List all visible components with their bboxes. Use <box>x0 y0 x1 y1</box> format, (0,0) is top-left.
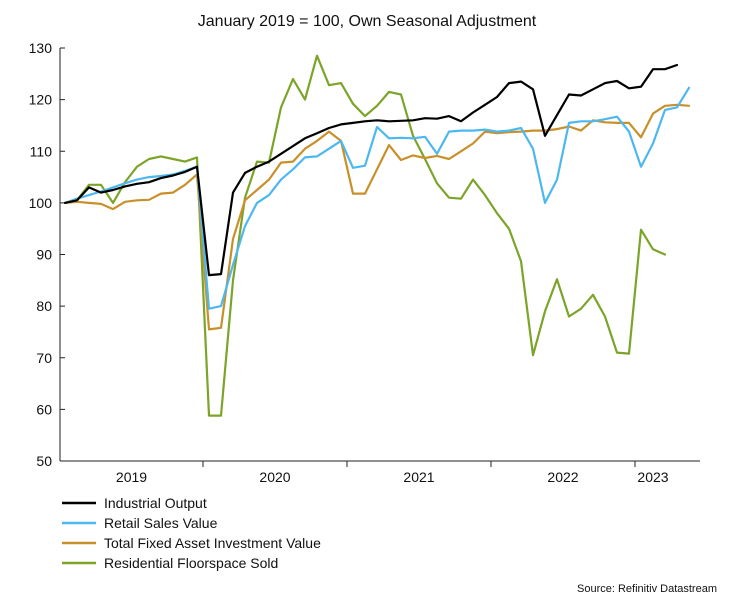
y-tick-label: 50 <box>36 453 52 469</box>
series-line-industrial-output <box>63 63 679 277</box>
y-tick-label: 80 <box>36 298 52 314</box>
legend-item: Industrial Output <box>62 495 207 511</box>
x-tick-label: 2019 <box>116 469 147 485</box>
legend-label: Industrial Output <box>104 495 207 511</box>
legend: Industrial Output Retail Sales Value Total… <box>62 495 321 571</box>
legend-label: Retail Sales Value <box>104 515 218 531</box>
y-tick-label: 70 <box>36 350 52 366</box>
legend-label: Residential Floorspace Sold <box>104 555 278 571</box>
y-tick-label: 130 <box>29 40 53 56</box>
chart-subtitle: January 2019 = 100, Own Seasonal Adjustm… <box>198 13 537 30</box>
y-tick-label: 90 <box>36 247 52 263</box>
plot-area <box>63 54 691 417</box>
y-tick-label: 100 <box>29 195 53 211</box>
series-line-residential-floorspace-sold <box>63 54 667 417</box>
x-tick-label: 2023 <box>637 469 668 485</box>
legend-label: Total Fixed Asset Investment Value <box>104 535 321 551</box>
y-tick-label: 60 <box>36 401 52 417</box>
x-tick-label: 2022 <box>547 469 578 485</box>
legend-item: Residential Floorspace Sold <box>62 555 278 571</box>
y-tick-label: 120 <box>29 92 53 108</box>
legend-item: Total Fixed Asset Investment Value <box>62 535 321 551</box>
series-line-total-fixed-asset-investment-value <box>63 103 691 331</box>
axes: 50 60 70 80 90 100 110 120 130 2019 2020 2021 2022 20… <box>29 40 700 485</box>
x-tick-label: 2021 <box>403 469 434 485</box>
series-line-retail-sales-value <box>63 86 691 310</box>
source-note: Source: Refinitiv Datastream <box>577 583 717 595</box>
y-tick-label: 110 <box>30 143 53 159</box>
legend-item: Retail Sales Value <box>62 515 218 531</box>
x-tick-label: 2020 <box>259 469 290 485</box>
